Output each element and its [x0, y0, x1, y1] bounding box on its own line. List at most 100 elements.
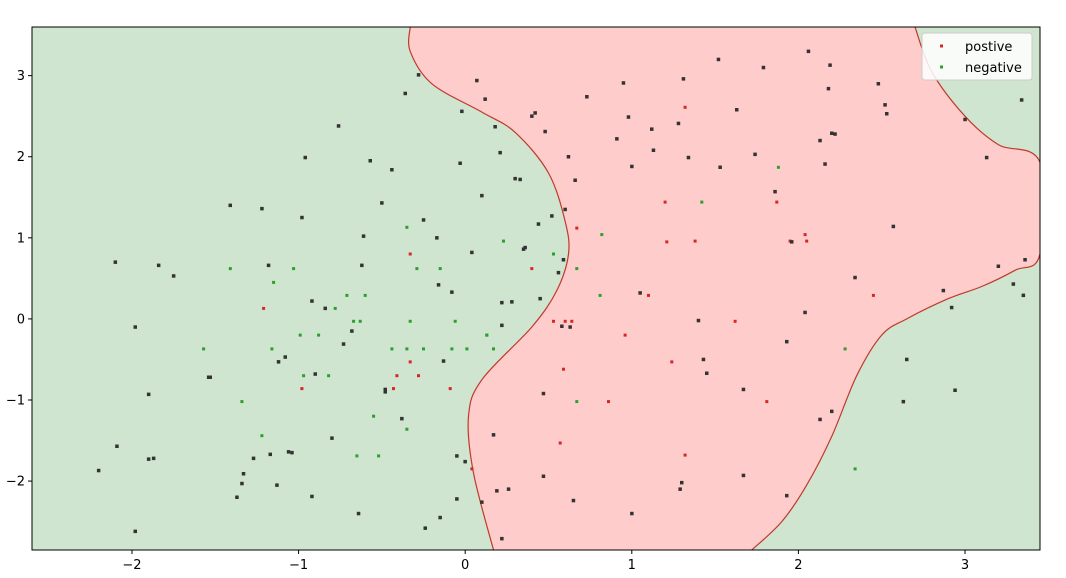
y-tick-label: 0	[17, 312, 25, 327]
data-point	[300, 215, 304, 220]
data-point	[302, 374, 306, 378]
data-point	[241, 472, 246, 476]
data-point	[470, 467, 474, 471]
data-point	[953, 388, 957, 392]
data-point	[533, 111, 537, 115]
data-point	[500, 323, 504, 328]
data-point	[830, 131, 834, 135]
data-point	[156, 263, 161, 268]
data-point	[171, 274, 176, 278]
data-point	[292, 267, 296, 271]
data-point	[460, 109, 464, 114]
data-point	[146, 392, 151, 397]
data-point	[323, 306, 327, 311]
data-point	[568, 325, 572, 329]
legend: postive negative	[921, 32, 1033, 81]
data-point	[696, 318, 701, 323]
data-point	[423, 526, 427, 530]
data-point	[146, 457, 151, 461]
data-point	[626, 115, 631, 119]
data-point	[270, 347, 274, 351]
data-point	[530, 267, 534, 271]
data-point	[392, 387, 395, 391]
data-point	[372, 414, 376, 418]
data-point	[380, 201, 384, 205]
data-point	[598, 293, 602, 297]
data-point	[251, 456, 256, 461]
data-point	[876, 82, 881, 86]
data-point	[700, 200, 704, 204]
data-point	[500, 536, 504, 541]
data-point	[498, 150, 502, 155]
data-point	[421, 218, 426, 222]
data-point	[638, 291, 642, 295]
data-point	[275, 483, 279, 487]
data-point	[330, 436, 334, 440]
data-point	[941, 288, 946, 293]
data-point	[566, 155, 571, 159]
data-point	[716, 57, 721, 62]
data-point	[360, 263, 364, 268]
data-point	[705, 371, 709, 375]
series-negative	[202, 165, 857, 471]
data-point	[310, 494, 314, 499]
data-point	[240, 400, 244, 404]
data-point	[563, 319, 567, 323]
data-point	[785, 493, 789, 498]
legend-label: postive	[965, 40, 1012, 55]
data-point	[573, 178, 577, 182]
data-point	[806, 49, 811, 54]
data-point	[665, 240, 669, 244]
data-point	[356, 511, 361, 516]
data-point	[133, 325, 137, 329]
data-point	[290, 450, 294, 455]
legend-label: negative	[965, 61, 1022, 76]
data-point	[905, 357, 909, 362]
positive-region	[408, 27, 1040, 550]
data-point	[276, 360, 281, 364]
data-point	[96, 468, 101, 473]
data-point	[377, 454, 381, 458]
data-point	[240, 481, 244, 486]
data-point	[575, 226, 579, 230]
data-point	[678, 487, 682, 491]
data-point	[493, 125, 497, 129]
legend-marker	[940, 44, 943, 48]
data-point	[701, 357, 706, 362]
data-point	[286, 450, 291, 454]
data-point	[571, 498, 576, 503]
x-tick-label: 2	[794, 558, 802, 573]
data-point	[647, 293, 650, 297]
data-point	[630, 511, 634, 516]
data-point	[502, 239, 505, 243]
data-point	[733, 319, 737, 323]
data-point	[300, 387, 304, 391]
data-point	[803, 310, 807, 315]
axes: −2 −1 0 1 2 3 −2 −1 0 1 2 3	[6, 26, 1041, 573]
data-point	[681, 77, 686, 81]
data-point	[623, 333, 627, 337]
data-point	[355, 454, 359, 458]
data-point	[741, 473, 746, 478]
data-point	[741, 387, 746, 392]
data-point	[327, 374, 331, 378]
data-point	[776, 165, 780, 169]
x-tick-label: 0	[461, 558, 469, 573]
data-point	[871, 293, 875, 297]
data-point	[585, 95, 589, 99]
data-point	[151, 456, 156, 461]
data-point	[1023, 258, 1027, 262]
data-point	[455, 454, 459, 458]
data-point	[803, 233, 807, 237]
data-point	[530, 114, 534, 118]
data-point	[417, 374, 420, 378]
x-tick-label: 3	[961, 558, 969, 573]
data-point	[785, 339, 789, 344]
plot-area	[32, 27, 1040, 550]
data-point	[541, 474, 546, 478]
y-tick-label: −2	[6, 475, 25, 490]
data-point	[368, 159, 372, 163]
data-point	[510, 300, 514, 304]
plot-frame	[31, 26, 1041, 551]
data-point	[450, 290, 454, 294]
